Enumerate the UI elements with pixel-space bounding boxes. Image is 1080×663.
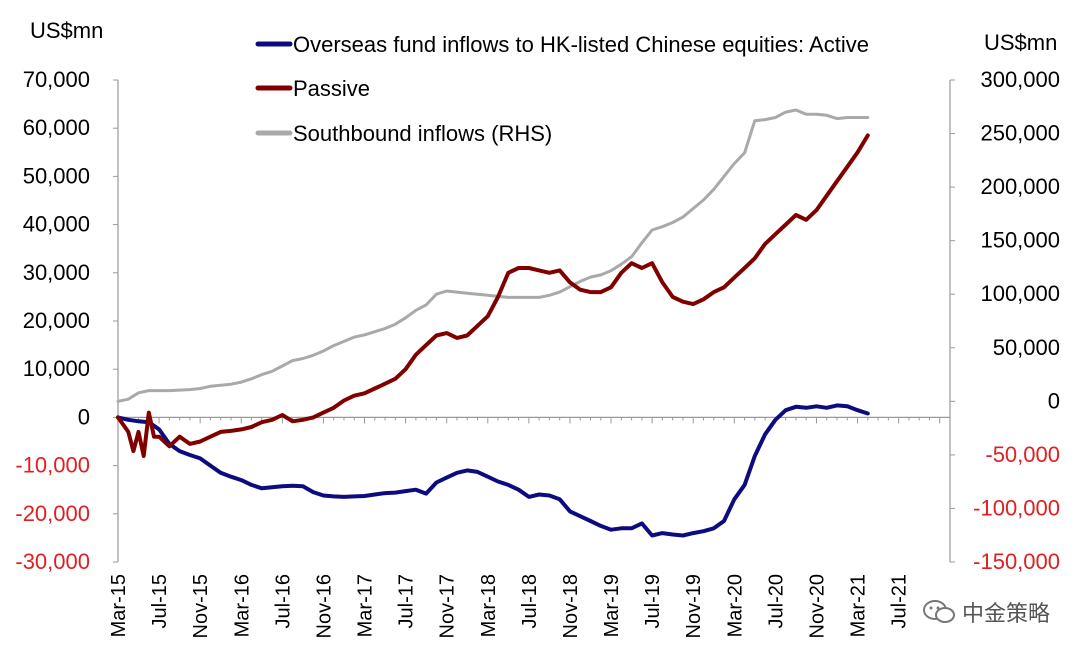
right-tick-labels: 300,000 250,000 200,000 150,000 100,000 50,00… (973, 67, 1060, 574)
x-tick-label: Nov-15 (190, 574, 212, 638)
x-tick-label: Jul-16 (272, 574, 294, 628)
legend: Overseas fund inflows to HK-listed Chine… (255, 32, 869, 146)
x-tick-label: Jul-19 (642, 574, 664, 628)
right-tick-label: -100,000 (973, 495, 1060, 520)
left-axis-unit: US$mn (30, 18, 104, 43)
right-tick-label: 150,000 (980, 228, 1060, 253)
x-tick-label: Nov-19 (683, 574, 705, 638)
x-tick-label: Nov-17 (437, 574, 459, 638)
x-tick-label: Jul-20 (765, 574, 787, 628)
watermark-text: 中金策略 (961, 601, 1050, 626)
x-tick-label: Mar-20 (724, 574, 746, 637)
x-tick-label: Mar-15 (108, 574, 130, 637)
left-tick-label: 60,000 (23, 115, 90, 140)
left-tick-label: 70,000 (23, 67, 90, 92)
x-tick-label: Jul-21 (889, 574, 911, 628)
left-tick-label: -10,000 (15, 453, 90, 478)
axes (113, 79, 955, 563)
left-tick-label: 10,000 (23, 356, 90, 381)
left-tick-label: 50,000 (23, 163, 90, 188)
x-tick-labels: Mar-15 Jul-15 Nov-15 Mar-16 Jul-16 Nov-16 Mar-… (108, 574, 911, 638)
series-line-3 (116, 108, 870, 403)
x-tick-label: Mar-19 (601, 574, 623, 637)
x-tick-label: Nov-20 (806, 574, 828, 638)
left-tick-label: -20,000 (15, 501, 90, 526)
right-tick-label: 100,000 (980, 281, 1060, 306)
x-tick-label: Jul-17 (396, 574, 418, 628)
legend-label-3: Southbound inflows (RHS) (293, 121, 552, 146)
left-tick-label: 0 (78, 404, 90, 429)
right-axis-unit: US$mn (984, 30, 1058, 55)
right-tick-label: 0 (1048, 388, 1060, 413)
left-tick-label: 20,000 (23, 308, 90, 333)
legend-label-1: Overseas fund inflows to HK-listed Chine… (293, 32, 869, 57)
x-tick-label: Mar-17 (355, 574, 377, 637)
left-tick-label: -30,000 (15, 549, 90, 574)
watermark: 中金策略 (922, 596, 1050, 628)
right-tick-label: 200,000 (980, 174, 1060, 199)
x-tick-label: Jul-18 (519, 574, 541, 628)
series-lines (116, 108, 870, 538)
right-tick-label: 250,000 (980, 121, 1060, 146)
right-tick-label: 50,000 (993, 335, 1060, 360)
left-tick-labels: 70,000 60,000 50,000 40,000 30,000 20,000 10,0… (15, 67, 90, 574)
x-tick-label: Mar-18 (478, 574, 500, 637)
left-tick-label: 40,000 (23, 212, 90, 237)
legend-label-2: Passive (293, 76, 370, 101)
right-tick-label: -50,000 (985, 442, 1060, 467)
series-line-1 (116, 403, 870, 538)
series-line-2 (116, 133, 870, 458)
right-tick-label: 300,000 (980, 67, 1060, 92)
left-tick-label: 30,000 (23, 260, 90, 285)
chat-bubble-icon (922, 600, 955, 623)
x-tick-label: Jul-15 (149, 574, 171, 628)
x-tick-label: Mar-16 (231, 574, 253, 637)
x-tick-label: Nov-16 (313, 574, 335, 638)
x-tick-label: Nov-18 (560, 574, 582, 638)
x-tick-label: Mar-21 (848, 574, 870, 637)
right-tick-label: -150,000 (973, 549, 1060, 574)
